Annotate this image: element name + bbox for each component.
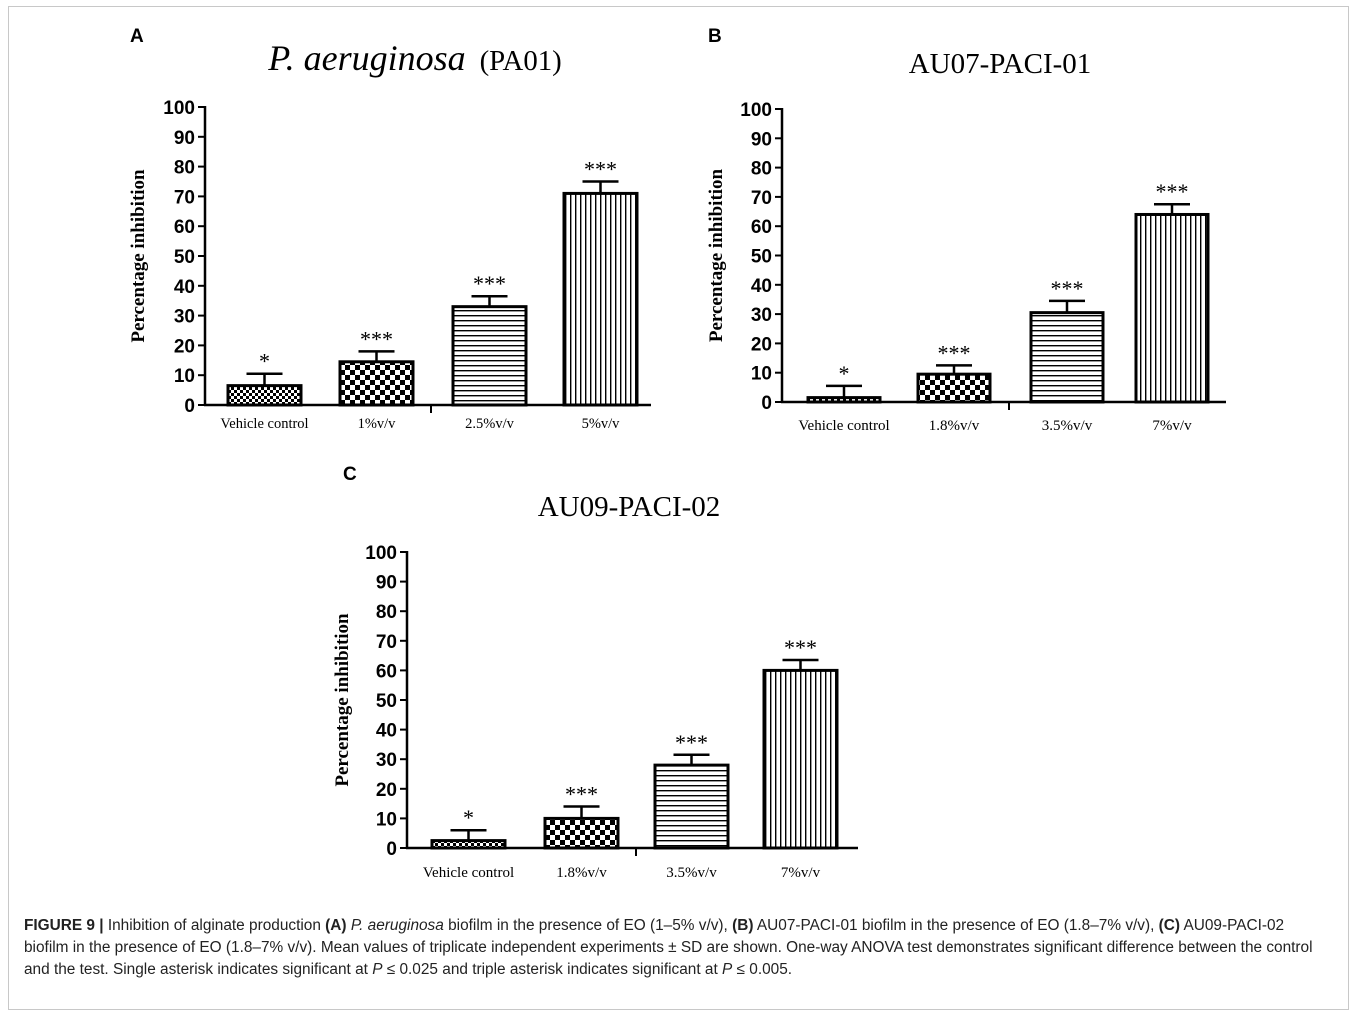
caption-text-5: AU09-PACI-02 biofilm in the presence of …	[24, 917, 1313, 978]
bar	[806, 396, 882, 404]
bar	[653, 763, 730, 850]
chart-panel-b: AU07-PACI-01 Percentage inhibition 0 10 20 30…	[706, 48, 1226, 434]
bar	[916, 372, 992, 404]
x-tick-label: 3.5%v/v	[666, 865, 717, 881]
chart-panel-a: P. aeruginosa (PA01) Percentage inhibition…	[128, 38, 651, 432]
bar	[1134, 212, 1210, 404]
x-tick-label: 2.5%v/v	[465, 416, 514, 432]
y-axis-label: Percentage inhibition	[332, 613, 353, 787]
y-tick-label: 20	[174, 336, 195, 357]
caption-text-1: Inhibition of alginate production	[103, 917, 326, 934]
caption-p-symbol-2: P	[722, 961, 733, 978]
y-tick-label: 60	[376, 661, 397, 682]
y-tick-label: 40	[751, 276, 772, 297]
y-tick-label: 20	[376, 780, 397, 801]
y-tick-label: 0	[761, 393, 772, 414]
panel-letter-b: B	[708, 26, 722, 47]
caption-text-6: ≤ 0.025 and triple asterisk indicates si…	[382, 961, 722, 978]
caption-text-4: AU07-PACI-01 biofilm in the presence of …	[753, 917, 1159, 934]
y-tick-label: 90	[751, 129, 772, 150]
bar	[430, 839, 507, 850]
x-tick-label: 7%v/v	[781, 865, 821, 881]
significance-label: *	[839, 361, 850, 386]
significance-label: ***	[675, 730, 708, 755]
y-tick-label: 60	[751, 217, 772, 238]
y-tick-label: 100	[163, 98, 195, 119]
y-tick-label: 40	[174, 277, 195, 298]
y-tick-label: 90	[376, 573, 397, 594]
bar	[338, 360, 415, 407]
caption-ref-a: (A)	[325, 917, 347, 934]
y-tick-label: 40	[376, 721, 397, 742]
figure-caption: FIGURE 9 | Inhibition of alginate produc…	[24, 915, 1329, 981]
y-tick-label: 30	[174, 307, 195, 328]
significance-label: ***	[360, 326, 393, 351]
y-tick-label: 20	[751, 334, 772, 355]
y-tick-label: 90	[174, 128, 195, 149]
y-tick-label: 30	[751, 305, 772, 326]
y-tick-label: 10	[174, 366, 195, 387]
panel-letter-c: C	[343, 464, 357, 485]
y-tick-label: 50	[751, 247, 772, 268]
y-tick-label: 60	[174, 217, 195, 238]
x-tick-label: 1.8%v/v	[929, 418, 980, 434]
y-tick-label: 10	[751, 364, 772, 385]
x-tick-label: 5%v/v	[582, 416, 621, 432]
bar	[226, 384, 303, 407]
y-tick-label: 80	[174, 158, 195, 179]
y-tick-label: 10	[376, 809, 397, 830]
y-axis-label: Percentage inhibition	[706, 168, 727, 342]
y-tick-label: 50	[174, 247, 195, 268]
x-tick-label: Vehicle control	[423, 865, 514, 881]
significance-label: ***	[473, 271, 506, 296]
bar	[762, 668, 839, 850]
x-tick-label: 1.8%v/v	[556, 865, 607, 881]
y-tick-label: 0	[184, 396, 195, 417]
significance-label: ***	[938, 340, 971, 365]
x-tick-label: 1%v/v	[358, 416, 397, 432]
caption-text-7: ≤ 0.005.	[732, 961, 793, 978]
chart-title: AU09-PACI-02	[538, 491, 721, 523]
bar	[1029, 311, 1105, 404]
caption-label: FIGURE 9 |	[24, 917, 104, 934]
significance-label: *	[259, 349, 270, 374]
x-tick-label: 7%v/v	[1152, 418, 1192, 434]
y-tick-label: 70	[174, 187, 195, 208]
significance-label: ***	[1156, 179, 1189, 204]
bar	[543, 816, 620, 850]
significance-label: ***	[784, 635, 817, 660]
y-tick-label: 80	[751, 159, 772, 180]
caption-species: P. aeruginosa	[350, 917, 444, 934]
y-tick-label: 30	[376, 750, 397, 771]
y-tick-label: 100	[365, 543, 397, 564]
bar	[562, 191, 639, 407]
y-tick-label: 70	[376, 632, 397, 653]
y-tick-label: 80	[376, 602, 397, 623]
y-tick-label: 0	[386, 839, 397, 860]
significance-label: ***	[584, 157, 617, 182]
caption-p-symbol-1: P	[372, 961, 383, 978]
caption-ref-c: (C)	[1158, 917, 1181, 934]
x-tick-label: Vehicle control	[220, 416, 308, 432]
panel-letter-a: A	[130, 26, 144, 47]
chart-panel-c: AU09-PACI-02 Percentage inhibition 0 10 20 30…	[332, 491, 858, 881]
y-tick-label: 70	[751, 188, 772, 209]
x-tick-label: Vehicle control	[798, 418, 889, 434]
bar	[451, 305, 528, 407]
x-tick-label: 3.5%v/v	[1042, 418, 1093, 434]
significance-label: ***	[1051, 276, 1084, 301]
chart-title: P. aeruginosa (PA01)	[267, 38, 562, 78]
caption-text-3: biofilm in the presence of EO (1–5% v/v)…	[443, 917, 733, 934]
chart-title: AU07-PACI-01	[909, 48, 1092, 80]
caption-ref-b: (B)	[732, 917, 754, 934]
y-tick-label: 50	[376, 691, 397, 712]
y-tick-label: 100	[740, 100, 772, 121]
significance-label: ***	[565, 782, 598, 807]
y-axis-label: Percentage inhibition	[128, 169, 149, 343]
significance-label: *	[463, 805, 474, 830]
